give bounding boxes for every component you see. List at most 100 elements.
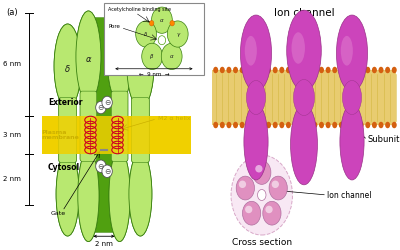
Ellipse shape xyxy=(78,150,99,242)
Circle shape xyxy=(359,122,364,128)
Text: δ: δ xyxy=(65,66,70,74)
Circle shape xyxy=(372,122,377,128)
Text: Plasma
membrane: Plasma membrane xyxy=(42,130,80,140)
Ellipse shape xyxy=(54,24,81,108)
Text: ⊖: ⊖ xyxy=(104,167,110,176)
Circle shape xyxy=(102,96,112,109)
Circle shape xyxy=(246,122,251,128)
Circle shape xyxy=(332,122,337,128)
Ellipse shape xyxy=(127,24,154,108)
Circle shape xyxy=(273,122,278,128)
Circle shape xyxy=(260,122,264,128)
Ellipse shape xyxy=(239,180,246,188)
FancyBboxPatch shape xyxy=(132,98,149,162)
Circle shape xyxy=(240,67,245,73)
Ellipse shape xyxy=(336,15,368,92)
Circle shape xyxy=(258,190,266,200)
Circle shape xyxy=(226,122,232,128)
FancyBboxPatch shape xyxy=(80,91,97,162)
Circle shape xyxy=(96,101,106,114)
Text: ←  9 nm  →: ← 9 nm → xyxy=(139,72,169,78)
Ellipse shape xyxy=(242,201,261,225)
Circle shape xyxy=(102,165,112,177)
Ellipse shape xyxy=(129,152,152,236)
Circle shape xyxy=(299,122,304,128)
Circle shape xyxy=(233,67,238,73)
Circle shape xyxy=(352,67,357,73)
Circle shape xyxy=(326,122,331,128)
Text: Cytosol: Cytosol xyxy=(48,163,80,172)
Circle shape xyxy=(233,122,238,128)
Circle shape xyxy=(346,122,350,128)
Circle shape xyxy=(286,122,291,128)
Text: Ion channel: Ion channel xyxy=(274,8,334,18)
Bar xyxy=(42,116,191,154)
Ellipse shape xyxy=(78,150,99,242)
Circle shape xyxy=(352,122,357,128)
Circle shape xyxy=(260,67,264,73)
Ellipse shape xyxy=(107,11,132,102)
Text: γ: γ xyxy=(176,32,179,36)
Ellipse shape xyxy=(253,161,271,184)
Ellipse shape xyxy=(236,176,254,200)
FancyBboxPatch shape xyxy=(94,18,114,233)
Ellipse shape xyxy=(56,152,79,236)
Circle shape xyxy=(319,122,324,128)
FancyBboxPatch shape xyxy=(80,91,97,162)
Text: 2 nm: 2 nm xyxy=(95,241,113,247)
Ellipse shape xyxy=(255,165,262,172)
Ellipse shape xyxy=(152,7,172,33)
Ellipse shape xyxy=(292,32,305,64)
Circle shape xyxy=(365,122,370,128)
Circle shape xyxy=(220,67,225,73)
Text: Subunit: Subunit xyxy=(367,136,400,144)
Circle shape xyxy=(312,67,317,73)
Circle shape xyxy=(306,67,311,73)
Circle shape xyxy=(253,122,258,128)
Ellipse shape xyxy=(56,152,79,236)
Text: (a): (a) xyxy=(6,8,18,16)
Circle shape xyxy=(213,122,218,128)
Circle shape xyxy=(332,67,337,73)
Ellipse shape xyxy=(287,10,321,91)
Ellipse shape xyxy=(76,11,101,102)
Ellipse shape xyxy=(263,201,281,225)
Text: γ: γ xyxy=(117,56,122,64)
Text: 2 nm: 2 nm xyxy=(3,176,21,182)
Circle shape xyxy=(365,67,370,73)
Circle shape xyxy=(286,67,291,73)
Circle shape xyxy=(306,122,311,128)
Ellipse shape xyxy=(109,150,130,242)
Ellipse shape xyxy=(129,152,152,236)
FancyBboxPatch shape xyxy=(59,98,76,162)
Ellipse shape xyxy=(265,206,273,213)
Ellipse shape xyxy=(244,104,268,180)
Circle shape xyxy=(312,122,317,128)
Circle shape xyxy=(213,67,218,73)
Ellipse shape xyxy=(240,15,272,92)
Text: ⊖: ⊖ xyxy=(98,103,104,112)
Circle shape xyxy=(326,67,331,73)
Circle shape xyxy=(339,67,344,73)
FancyBboxPatch shape xyxy=(59,98,76,162)
Text: α: α xyxy=(160,18,164,23)
Circle shape xyxy=(385,122,390,128)
Circle shape xyxy=(246,67,251,73)
Circle shape xyxy=(253,67,258,73)
Circle shape xyxy=(240,122,245,128)
Text: Pore: Pore xyxy=(108,24,120,29)
Circle shape xyxy=(378,122,384,128)
Circle shape xyxy=(170,20,174,26)
Ellipse shape xyxy=(269,176,287,200)
Bar xyxy=(42,116,191,154)
Circle shape xyxy=(372,67,377,73)
Text: Gate: Gate xyxy=(51,211,66,216)
Text: 3 nm: 3 nm xyxy=(3,132,21,138)
Ellipse shape xyxy=(107,11,132,102)
Text: δ: δ xyxy=(144,32,148,36)
Circle shape xyxy=(266,67,271,73)
Text: α: α xyxy=(170,54,174,59)
Circle shape xyxy=(299,67,304,73)
Circle shape xyxy=(273,67,278,73)
Ellipse shape xyxy=(342,80,362,114)
